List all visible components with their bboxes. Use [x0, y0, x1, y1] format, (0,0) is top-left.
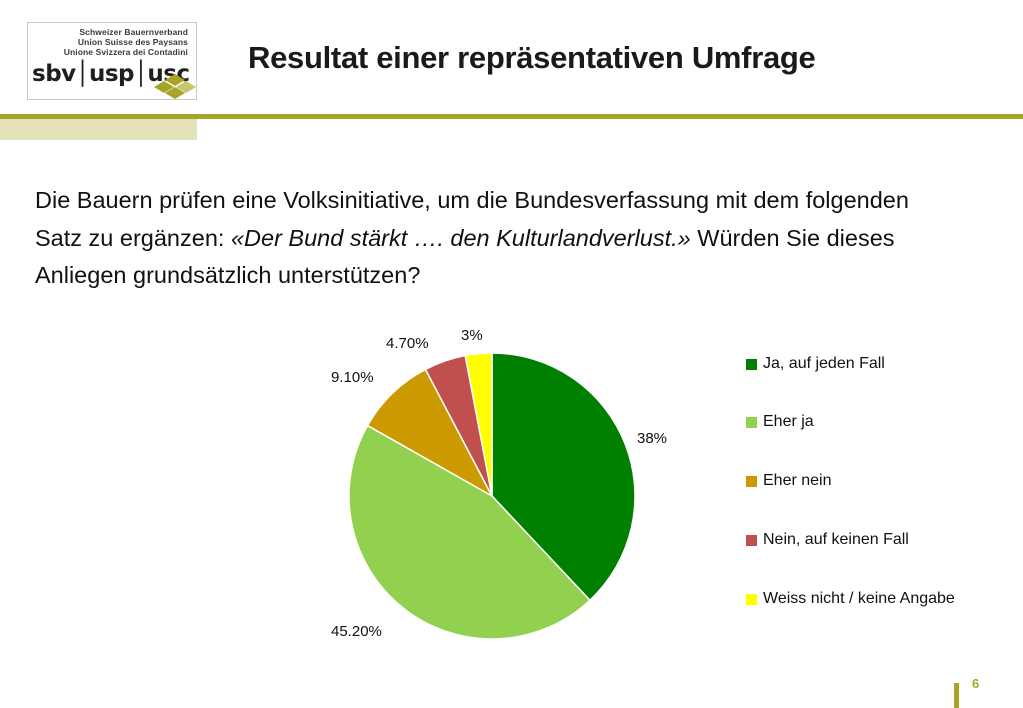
- pie-data-label: 45.20%: [331, 623, 382, 640]
- logo-diamond-icon: [154, 74, 196, 99]
- pie-data-label: 38%: [637, 430, 667, 447]
- question-quote: «Der Bund stärkt …. den Kulturlandverlus…: [230, 224, 691, 251]
- logo-org-name-de: Schweizer Bauernverband: [79, 27, 188, 37]
- legend-swatch: [746, 359, 757, 370]
- question-text-end: Würden Sie dieses Anliegen grundsätzlich…: [35, 224, 895, 289]
- logo-org-name-fr: Union Suisse des Paysans: [77, 37, 188, 47]
- header-divider: [0, 114, 1023, 119]
- legend-label: Eher ja: [763, 413, 814, 430]
- pie-slice-2: [348, 424, 591, 640]
- legend-swatch: [746, 476, 757, 487]
- legend-swatch: [746, 417, 757, 428]
- pie-data-label: 9.10%: [331, 369, 374, 386]
- org-logo: Schweizer Bauernverband Union Suisse des…: [27, 22, 197, 100]
- pie-slice-1: [491, 352, 636, 602]
- pie-data-label: 3%: [461, 327, 483, 344]
- legend-label: Weiss nicht / keine Angabe: [763, 590, 955, 607]
- pie-data-label: 4.70%: [386, 335, 429, 352]
- page-number-bar: [954, 683, 959, 708]
- question-text-start: Die Bauern prüfen eine Volksinitiative, …: [35, 187, 909, 251]
- pie-slice-3: [366, 368, 494, 498]
- survey-question: Die Bauern prüfen eine Volksinitiative, …: [35, 182, 935, 295]
- pie-slice-5: [464, 352, 493, 497]
- logo-org-name-it: Unione Svizzera dei Contadini: [63, 47, 188, 57]
- legend-label: Eher nein: [763, 472, 832, 489]
- legend-label: Nein, auf keinen Fall: [763, 531, 909, 548]
- legend-swatch: [746, 535, 757, 546]
- legend-swatch: [746, 594, 757, 605]
- legend-label: Ja, auf jeden Fall: [763, 355, 885, 372]
- page-title: Resultat einer repräsentativen Umfrage: [248, 40, 816, 75]
- header-accent-block: [0, 119, 197, 140]
- page-number: 6: [972, 676, 980, 691]
